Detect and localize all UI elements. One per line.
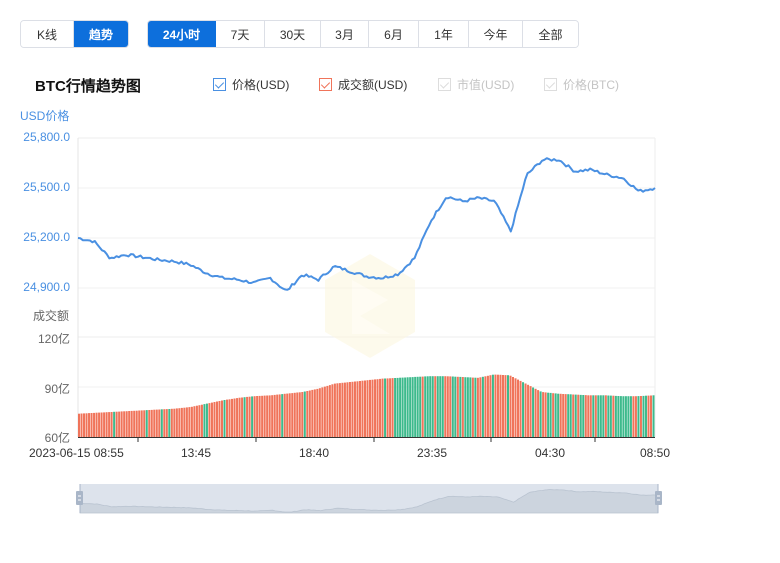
legend-item-0[interactable]: 价格(USD) [213,76,289,93]
range-tabs: 24小时 7天 30天 3月 6月 1年 今年 全部 [147,20,579,48]
range-tab-5[interactable]: 1年 [419,21,469,47]
price-ytick: 24,900.0 [23,280,70,294]
chart-title: BTC行情趋势图 [35,78,141,95]
volume-ytick: 60亿 [44,431,70,445]
range-tab-7[interactable]: 全部 [523,21,578,47]
legend-label: 市值(USD) [457,78,515,92]
mode-tabs: K线 趋势 [20,20,129,48]
xtick: 2023-06-15 08:55 [29,446,124,460]
legend-label: 价格(BTC) [563,78,619,92]
xtick: 13:45 [181,446,212,460]
navigator-left-handle[interactable] [76,491,83,505]
volume-bars [78,374,655,437]
price-line [77,157,656,291]
xtick: 18:40 [299,446,330,460]
legend-item-3[interactable]: 价格(BTC) [544,76,619,93]
range-tab-3[interactable]: 3月 [321,21,369,47]
xtick: 23:35 [417,446,448,460]
legend-label: 成交额(USD) [338,78,408,92]
navigator-right-handle[interactable] [655,491,662,505]
range-tab-6[interactable]: 今年 [469,21,523,47]
volume-axis-title: 成交额 [33,309,70,323]
mode-tab-1[interactable]: 趋势 [74,21,128,47]
checkbox-icon[interactable] [438,78,451,91]
range-tab-1[interactable]: 7天 [216,21,265,47]
volume-ytick: 120亿 [37,332,70,346]
volume-ytick: 90亿 [44,382,70,396]
navigator-preview [79,489,659,514]
watermark-logo-icon [325,254,415,358]
xtick: 04:30 [535,446,566,460]
checkbox-icon[interactable] [319,78,332,91]
range-tab-0[interactable]: 24小时 [148,21,216,47]
navigator[interactable] [76,484,662,514]
price-ytick: 25,200.0 [23,230,70,244]
legend-item-1[interactable]: 成交额(USD) [319,76,407,93]
price-axis-title: USD价格 [20,109,70,123]
mode-tab-0[interactable]: K线 [21,21,74,47]
range-tab-2[interactable]: 30天 [265,21,321,47]
checkbox-icon[interactable] [544,78,557,91]
checkbox-icon[interactable] [213,78,226,91]
price-ytick: 25,800.0 [23,130,70,144]
range-tab-4[interactable]: 6月 [369,21,419,47]
x-axis-ticks [137,437,596,442]
legend-label: 价格(USD) [232,78,290,92]
xtick: 08:50 [640,446,671,460]
price-ytick: 25,500.0 [23,180,70,194]
legend-item-2[interactable]: 市值(USD) [438,76,514,93]
